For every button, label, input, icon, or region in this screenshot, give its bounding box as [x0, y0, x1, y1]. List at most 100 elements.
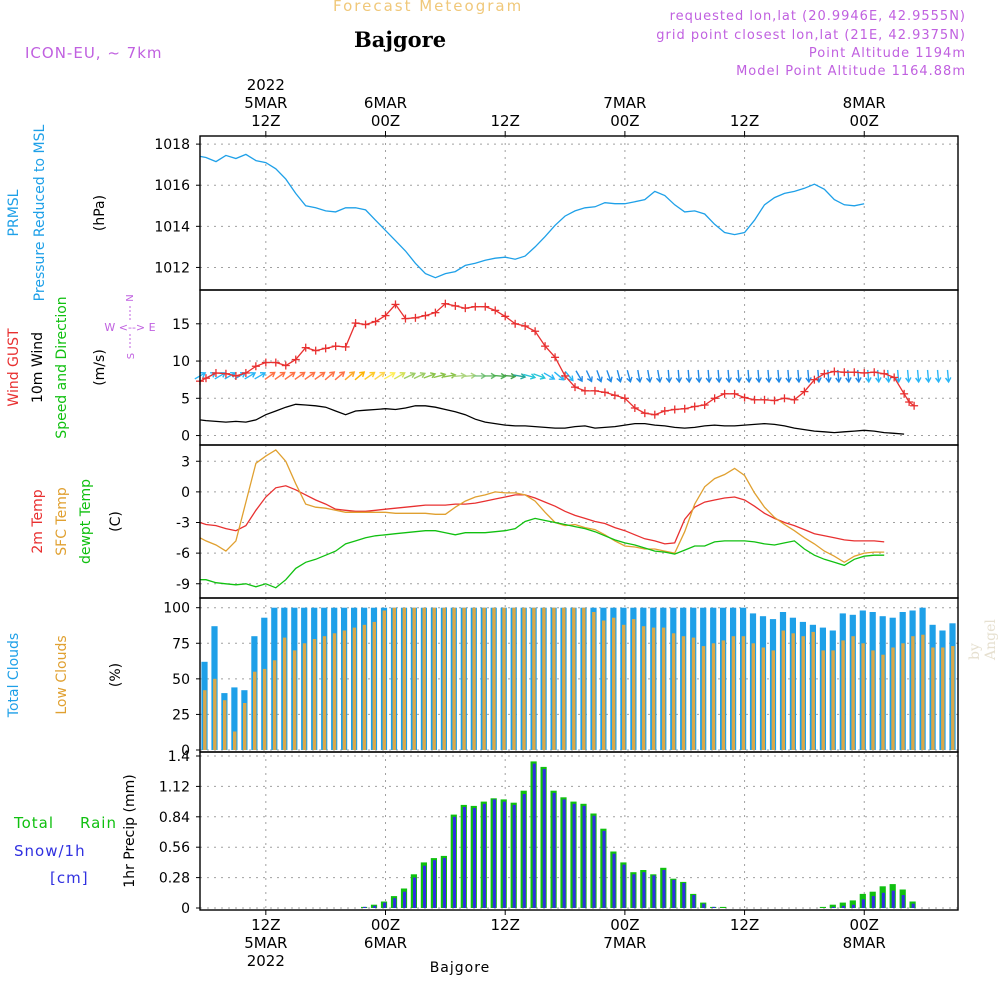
- bar-low-clouds: [661, 627, 666, 750]
- gust-marker: [321, 344, 330, 353]
- wind-arrow: [885, 369, 892, 384]
- wind-arrow: [433, 372, 447, 379]
- bar-low-clouds: [332, 633, 337, 750]
- wind-arrow: [354, 371, 366, 381]
- bar-low-clouds: [492, 607, 496, 750]
- gust-marker: [511, 319, 520, 328]
- top-time-label: 00Z: [850, 112, 879, 130]
- y-tick-label: 0: [181, 901, 190, 917]
- bar-total-clouds: [231, 687, 238, 750]
- bar-low-clouds: [342, 630, 347, 750]
- bar-low-clouds: [701, 646, 706, 750]
- bar-low-clouds: [352, 627, 357, 750]
- wind-arrow: [865, 369, 872, 384]
- wind-arrow: [655, 369, 663, 384]
- precip-label-snow: Snow/1h: [14, 842, 86, 860]
- bottom-time-label: 12Z: [491, 916, 520, 934]
- wind-arrow: [606, 370, 613, 383]
- bar-low-clouds: [392, 607, 396, 750]
- bar-low-clouds: [781, 630, 785, 750]
- bar-low-clouds: [641, 626, 646, 750]
- gust-marker: [640, 409, 649, 418]
- wind-arrow: [513, 373, 527, 380]
- series-line-2m-temp: [199, 485, 885, 545]
- gust-marker: [211, 368, 220, 377]
- panel-frame: [199, 135, 959, 291]
- bar-snow-1h: [662, 870, 666, 908]
- bar-snow-1h: [622, 864, 626, 908]
- top-time-label: 7MAR: [603, 94, 646, 112]
- bar-low-clouds: [791, 633, 795, 750]
- axis-label: 2m Temp: [30, 489, 46, 553]
- bar-snow-1h: [502, 801, 506, 908]
- panel-precip: 0 0.28 0.56 0.84 1.12 1.4 1hr Precip (mm) Total…: [13, 749, 959, 917]
- gust-marker: [780, 394, 789, 403]
- bar-low-clouds: [911, 636, 915, 750]
- wind-arrow: [725, 369, 733, 384]
- wind-arrow: [915, 369, 922, 384]
- panel-frame: [199, 751, 959, 911]
- precip-label-total: Total: [13, 814, 54, 832]
- bar-low-clouds: [233, 731, 237, 750]
- bar-low-clouds: [203, 690, 207, 750]
- bar-low-clouds: [951, 646, 955, 750]
- bar-low-clouds: [542, 607, 546, 750]
- bottom-time-label: 5MAR: [244, 934, 287, 952]
- bar-total-rain: [819, 906, 826, 908]
- wind-arrow: [413, 372, 427, 380]
- bar-low-clouds: [213, 678, 217, 750]
- wind-arrow: [364, 371, 376, 380]
- top-time-label: 00Z: [371, 112, 400, 130]
- gust-marker: [401, 314, 410, 323]
- wind-arrow: [934, 369, 942, 384]
- y-tick-label: 15: [172, 317, 190, 333]
- wind-arrow: [585, 370, 593, 383]
- gust-marker: [910, 401, 919, 410]
- bar-low-clouds: [592, 612, 596, 750]
- gust-marker: [561, 371, 570, 380]
- bar-snow-1h: [672, 879, 676, 908]
- gust-marker: [471, 302, 480, 311]
- bar-low-clouds: [532, 607, 536, 750]
- y-tick-label: 50: [172, 672, 190, 688]
- bar-snow-1h: [642, 872, 646, 908]
- wind-arrow: [274, 371, 286, 380]
- bar-snow-1h: [542, 769, 546, 908]
- bottom-time-label: 7MAR: [603, 934, 646, 952]
- wind-arrow: [755, 369, 762, 384]
- bar-snow-1h: [552, 792, 556, 908]
- bar-low-clouds: [721, 640, 726, 750]
- bar-snow-1h: [452, 816, 456, 908]
- wind-arrow: [635, 369, 643, 384]
- wind-arrow: [453, 372, 467, 380]
- bar-snow-1h: [383, 902, 387, 908]
- gust-marker: [790, 395, 799, 404]
- gust-marker: [551, 353, 560, 362]
- bar-snow-1h: [911, 903, 915, 908]
- bar-snow-1h: [871, 896, 875, 908]
- bar-low-clouds: [322, 636, 327, 750]
- wind-arrow: [374, 371, 386, 380]
- wind-arrow: [304, 371, 316, 380]
- bar-snow-1h: [472, 808, 476, 908]
- y-tick-label: 3: [181, 454, 190, 470]
- y-tick-label: 1018: [154, 137, 190, 153]
- wind-arrow: [735, 369, 743, 384]
- gust-marker: [700, 401, 709, 410]
- bar-snow-1h: [562, 799, 566, 908]
- bottom-time-label: 00Z: [371, 916, 400, 934]
- axis-label: Low Clouds: [54, 635, 70, 714]
- gust-marker: [371, 317, 380, 326]
- point-altitude: Point Altitude 1194m: [808, 46, 966, 61]
- gust-marker: [461, 304, 470, 313]
- top-time-label: 12Z: [491, 112, 520, 130]
- gust-marker: [271, 358, 280, 367]
- series-line-dewpt-temp: [200, 517, 885, 589]
- model-name: ICON-EU, ~ 7km: [25, 44, 163, 62]
- requested-coords: requested lon,lat (20.9946E, 42.9555N): [669, 9, 966, 24]
- y-tick-label: 0: [181, 485, 190, 501]
- bar-snow-1h: [393, 898, 397, 908]
- gust-marker: [231, 371, 240, 380]
- y-tick-label: -9: [176, 577, 190, 593]
- bar-snow-1h: [881, 892, 885, 908]
